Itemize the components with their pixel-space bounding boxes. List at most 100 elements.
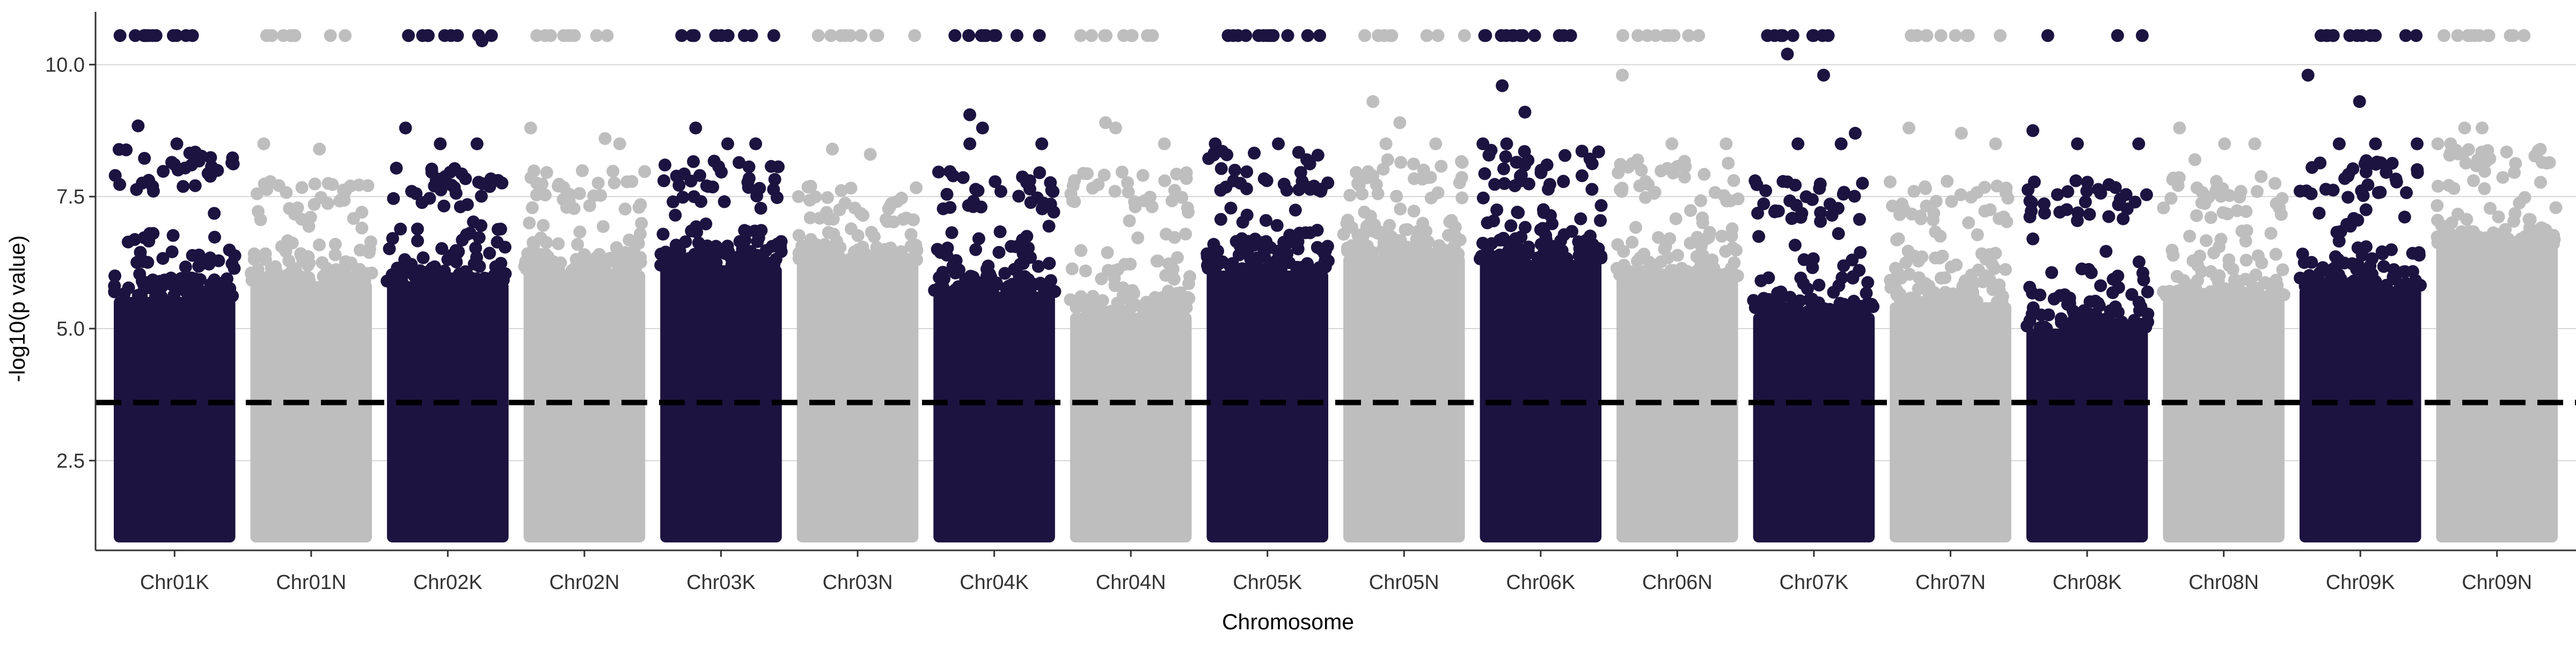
point <box>284 271 297 284</box>
point <box>456 234 469 247</box>
point <box>2431 199 2444 212</box>
point <box>1547 243 1560 257</box>
point-capped <box>977 29 991 42</box>
point <box>188 179 202 192</box>
point <box>700 179 713 193</box>
point <box>1585 183 1599 196</box>
point-extreme <box>2431 137 2445 150</box>
point <box>2219 282 2232 295</box>
point <box>499 267 512 280</box>
y-tick-label: 5.0 <box>56 318 85 340</box>
point <box>2214 232 2228 246</box>
point <box>1787 299 1801 312</box>
x-tick-label: Chr06K <box>1506 571 1575 594</box>
point <box>390 162 403 175</box>
point <box>1259 214 1272 227</box>
point-extreme <box>963 108 977 121</box>
point <box>2340 217 2353 231</box>
point <box>2351 258 2365 271</box>
point <box>1832 279 1846 292</box>
point <box>971 184 985 198</box>
point-capped <box>1949 29 1962 42</box>
point <box>1592 145 1605 158</box>
point <box>669 208 682 222</box>
point <box>494 222 507 236</box>
point-extreme <box>1781 47 1794 61</box>
dense-points-Chr01K <box>114 297 236 543</box>
point <box>1012 190 1026 203</box>
point <box>940 187 954 201</box>
point <box>1797 253 1811 266</box>
point <box>156 252 170 265</box>
point <box>435 242 449 255</box>
point <box>147 184 160 198</box>
point-extreme <box>324 29 337 42</box>
point <box>1860 287 1873 300</box>
point <box>1922 279 1936 293</box>
point <box>2193 249 2206 263</box>
point <box>1697 168 1711 181</box>
point-extreme <box>434 137 447 150</box>
point <box>1900 294 1913 307</box>
point <box>2306 273 2319 287</box>
point <box>2266 283 2279 296</box>
point <box>2494 227 2508 241</box>
point <box>2447 181 2461 195</box>
point <box>1511 241 1525 254</box>
series-Chr06N <box>1610 29 1745 543</box>
point <box>2094 279 2107 293</box>
point <box>525 201 539 214</box>
point <box>1118 258 1131 271</box>
point-extreme <box>1476 137 1490 150</box>
grid-lines <box>96 64 2576 461</box>
point <box>1697 251 1710 265</box>
point <box>2409 274 2422 287</box>
point <box>573 226 587 239</box>
point-capped <box>1911 29 1924 42</box>
point <box>844 181 858 195</box>
point-extreme <box>1834 137 1848 150</box>
point <box>1514 230 1528 244</box>
point <box>223 243 236 257</box>
point <box>1492 252 1505 266</box>
point <box>2507 215 2521 228</box>
data-points <box>108 29 2563 543</box>
point <box>1042 220 1056 233</box>
point <box>1264 241 1277 254</box>
point <box>1410 232 1423 246</box>
point <box>618 202 632 216</box>
point <box>2329 250 2342 264</box>
point <box>932 165 945 179</box>
point <box>1065 262 1079 275</box>
point <box>1626 157 1639 170</box>
point <box>1715 229 1729 243</box>
point-extreme <box>428 179 441 193</box>
point <box>1085 297 1099 311</box>
point <box>1401 223 1414 236</box>
point <box>142 173 156 187</box>
point <box>1626 236 1639 249</box>
point <box>969 243 983 256</box>
point-capped <box>1920 29 1934 42</box>
point <box>2190 209 2203 222</box>
point <box>1541 183 1555 196</box>
point-capped <box>1085 29 1098 42</box>
point <box>941 241 954 255</box>
point <box>936 202 950 215</box>
point-extreme <box>854 29 868 42</box>
point <box>2054 312 2068 325</box>
point <box>2061 185 2075 198</box>
point <box>1848 190 1861 203</box>
point-extreme <box>1989 137 2002 150</box>
point <box>992 246 1006 259</box>
point <box>2251 281 2265 295</box>
point <box>1112 301 1125 315</box>
point <box>1813 177 1827 191</box>
point-extreme <box>1158 137 1171 150</box>
point <box>718 195 731 208</box>
point <box>228 261 241 275</box>
point <box>1759 184 1773 198</box>
point <box>1801 282 1814 295</box>
dense-points-Chr02N <box>523 270 646 543</box>
point <box>2478 182 2491 195</box>
